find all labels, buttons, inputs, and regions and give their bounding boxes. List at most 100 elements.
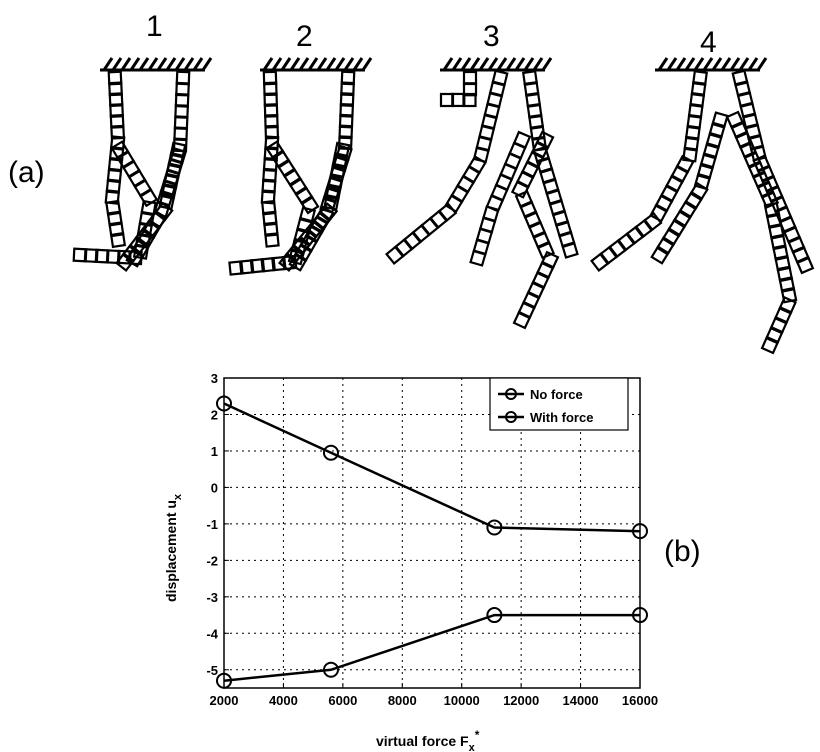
x-tick-label: 14000 xyxy=(562,693,598,708)
mech-2-element xyxy=(329,162,347,180)
mech-3-element xyxy=(512,310,532,330)
ground-hatch xyxy=(747,57,759,71)
x-axis-label-sup: * xyxy=(475,728,480,742)
ground-hatch xyxy=(702,57,714,71)
mech-1-element xyxy=(72,247,88,263)
ground-hatch xyxy=(325,57,337,71)
mech-4-element xyxy=(699,152,718,170)
mech-1-element xyxy=(106,167,123,184)
ground-hatch xyxy=(192,57,204,71)
mech-2-element xyxy=(323,193,340,211)
mech-4-element xyxy=(772,244,789,261)
mech-3-element xyxy=(536,240,556,260)
ground-hatch xyxy=(496,57,508,71)
mech-2-element xyxy=(291,235,312,256)
mech-2-element xyxy=(295,216,314,235)
ground-hatch xyxy=(756,57,768,71)
series-line-with-force xyxy=(223,613,640,682)
mech-2-element xyxy=(264,113,279,129)
mech-4-element xyxy=(693,172,712,191)
mech-4-element xyxy=(683,190,704,211)
mech-1-element xyxy=(115,252,135,272)
mech-4-element xyxy=(778,296,798,315)
ground-hatch xyxy=(147,57,159,71)
y-tick-label: -3 xyxy=(206,590,218,605)
mech-4-element xyxy=(725,110,745,130)
ground-hatch xyxy=(693,57,705,71)
mech-2-element xyxy=(294,185,314,206)
mech-1-element xyxy=(110,124,126,140)
mech-1-element xyxy=(106,210,123,227)
ground-hatch xyxy=(280,57,292,71)
mech-2-element xyxy=(339,102,355,118)
data-point-with-force xyxy=(322,661,339,678)
mech-3-element xyxy=(385,245,405,265)
y-tick-label: -2 xyxy=(206,553,218,568)
frame-label-4: 4 xyxy=(700,26,717,59)
mech-4-element xyxy=(689,181,709,202)
mech-4-element xyxy=(763,201,781,219)
y-tick-label: 1 xyxy=(211,444,218,459)
mech-4-element xyxy=(776,265,794,283)
x-axis-label-main: virtual force F xyxy=(376,733,469,749)
legend-label-with-force: With force xyxy=(530,410,593,425)
y-tick-label: -5 xyxy=(206,663,218,678)
mech-2-element xyxy=(228,260,244,276)
mech-1-element xyxy=(162,172,180,190)
ground-hatch xyxy=(316,57,328,71)
mech-2-element xyxy=(264,232,280,248)
ground-hatch xyxy=(120,57,132,71)
ground-hatch xyxy=(138,57,150,71)
mech-4-element xyxy=(650,245,670,265)
mech-2-element xyxy=(333,141,351,159)
mech-4-element xyxy=(738,140,758,160)
x-axis-label-sub: x xyxy=(469,742,476,752)
mech-4-element xyxy=(730,120,749,140)
ground-hatch xyxy=(165,57,177,71)
mechanism-frame-1 xyxy=(72,57,213,272)
mech-1-element xyxy=(134,226,155,247)
frame-label-1: 1 xyxy=(146,10,163,43)
mechanism-frame-4 xyxy=(590,57,815,355)
mech-2-element xyxy=(263,221,279,237)
mech-2-element xyxy=(270,149,291,169)
mech-1-element xyxy=(147,210,168,231)
x-tick-label: 8000 xyxy=(388,693,417,708)
mech-1-element xyxy=(165,162,182,180)
mech-2-element xyxy=(311,210,332,231)
mech-2-element xyxy=(284,243,305,264)
legend-marker-no-force xyxy=(505,388,517,400)
series-line-no-force xyxy=(223,402,641,533)
mech-2-element xyxy=(319,196,337,214)
mech-4-element xyxy=(770,233,787,251)
ground-hatch xyxy=(469,57,481,71)
mech-1-element xyxy=(169,141,187,159)
mech-2-element xyxy=(263,92,279,107)
mech-2-element xyxy=(304,218,325,239)
mech-4-element xyxy=(661,227,681,247)
ground-hatch xyxy=(729,57,741,71)
mech-4-element xyxy=(649,203,669,223)
mech-1-element xyxy=(107,70,123,86)
ground-hatch xyxy=(657,57,669,71)
mech-2-element xyxy=(265,140,285,160)
x-axis-label: virtual force Fx* xyxy=(376,728,480,752)
mech-2-element xyxy=(298,206,317,224)
mech-1-element xyxy=(108,221,125,238)
mech-2-element xyxy=(325,183,342,201)
mech-4-element xyxy=(773,305,793,325)
ground-hatch xyxy=(532,57,544,71)
x-tick-label: 12000 xyxy=(503,693,539,708)
ground-hatch xyxy=(666,57,678,71)
ground-hatch xyxy=(541,57,553,71)
y-tick-label: -1 xyxy=(206,517,218,532)
mech-2-element xyxy=(293,227,311,245)
mech-4-element xyxy=(655,236,676,256)
mech-4-element xyxy=(678,199,698,220)
ground-hatch xyxy=(343,57,355,71)
x-tick-label: 2000 xyxy=(210,693,239,708)
mech-1-element xyxy=(109,103,125,118)
mech-1-element xyxy=(105,199,122,216)
mech-4-element xyxy=(795,255,815,275)
y-tick-label: -4 xyxy=(206,626,218,641)
